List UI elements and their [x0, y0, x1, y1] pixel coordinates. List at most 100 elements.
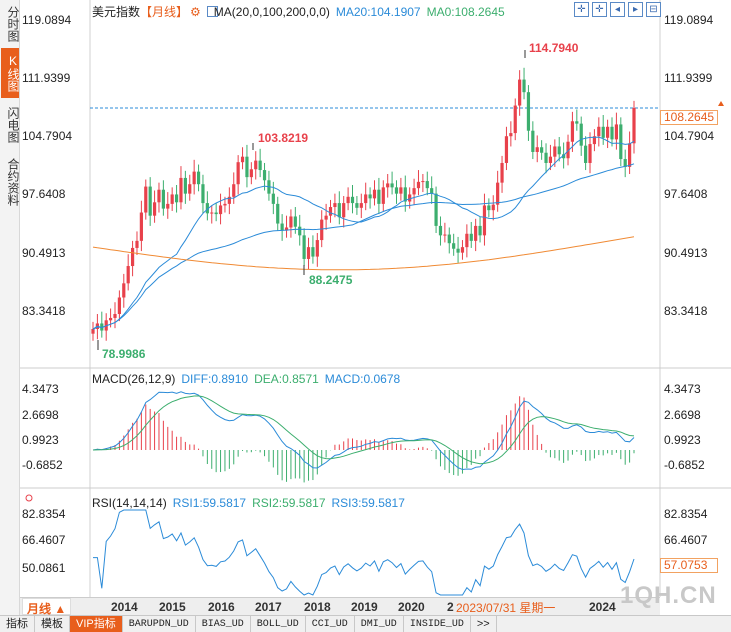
- ma-settings-icon[interactable]: [206, 6, 218, 17]
- candle-body: [152, 202, 157, 216]
- candle-body: [157, 189, 161, 203]
- candle-body: [254, 160, 258, 170]
- candle-body: [320, 219, 324, 241]
- candle-body: [570, 121, 575, 142]
- tab-timeshare[interactable]: 分时图: [6, 6, 20, 42]
- macd-value: MACD:0.0678: [324, 372, 401, 386]
- year-label: 2018: [304, 600, 331, 614]
- rsi-current-badge: 57.0753: [660, 558, 718, 573]
- zoom-in-icon[interactable]: ✛: [574, 2, 589, 17]
- watermark-logo: 1QH.CN: [620, 582, 717, 609]
- tab-inside[interactable]: INSIDE_UD: [404, 616, 471, 632]
- tab-kline[interactable]: K线图: [1, 48, 20, 98]
- candle-body: [227, 196, 231, 204]
- rsi-tick-left: 66.4607: [22, 533, 66, 547]
- candle-body: [588, 144, 592, 163]
- candle-body: [606, 126, 610, 138]
- candle-body: [205, 203, 209, 214]
- period-selector[interactable]: 月线 ▲: [22, 598, 72, 616]
- rsi-tick-left: 82.8354: [22, 507, 66, 521]
- candle-body: [592, 136, 597, 145]
- candle-body: [447, 234, 451, 244]
- candle-body: [262, 170, 267, 181]
- candle-body: [117, 297, 121, 315]
- candle-body: [408, 194, 412, 202]
- candle-body: [443, 234, 447, 236]
- tab-template[interactable]: 模板: [35, 616, 70, 632]
- candle-body: [628, 143, 632, 167]
- candle-body: [280, 223, 284, 231]
- candle-body: [223, 203, 227, 206]
- candle-body: [346, 196, 350, 204]
- candle-body: [478, 225, 482, 236]
- tab-flash[interactable]: 闪电图: [6, 106, 20, 143]
- candle-body: [531, 130, 535, 152]
- candle-body: [210, 212, 214, 214]
- tab-boll[interactable]: BOLL_UD: [251, 616, 306, 632]
- tab-bias[interactable]: BIAS_UD: [196, 616, 251, 632]
- tab-cci[interactable]: CCI_UD: [306, 616, 355, 632]
- price-tick-left: 119.0894: [22, 13, 72, 27]
- zoom-out-icon[interactable]: ✛: [592, 2, 607, 17]
- year-label: 2016: [208, 600, 235, 614]
- candle-body: [289, 216, 293, 228]
- ma200-line: [92, 236, 635, 271]
- candle-body: [135, 240, 139, 248]
- candle-body: [482, 205, 487, 236]
- candle-body: [513, 105, 517, 134]
- tab-contract-info[interactable]: 合约资料: [6, 158, 20, 206]
- candle-body: [258, 160, 262, 171]
- candle-body: [311, 247, 315, 257]
- candle-body: [403, 187, 407, 202]
- candle-body: [522, 79, 526, 93]
- tab-vip-indicator[interactable]: VIP指标: [70, 616, 123, 632]
- candle-body: [144, 186, 148, 213]
- candle-body: [504, 136, 509, 163]
- candle-body: [183, 177, 187, 194]
- macd-dea: DEA:0.8571: [254, 372, 319, 386]
- candle-body: [276, 203, 280, 224]
- pan-right-icon[interactable]: ▸: [628, 2, 643, 17]
- macd-title: MACD(26,12,9): [92, 372, 176, 386]
- settings-icon[interactable]: ⚙: [190, 5, 201, 19]
- candle-body: [302, 235, 306, 259]
- macd-legend: MACD(26,12,9) DIFF:0.8910 DEA:0.8571 MACD:0…: [92, 372, 406, 386]
- candle-body: [544, 152, 548, 163]
- chart-toolbar: ✛ ✛ ◂ ▸ ⊟: [574, 2, 661, 17]
- candle-body: [306, 247, 311, 259]
- rsi2-value: RSI2:59.5817: [252, 496, 326, 510]
- tab-barupdn[interactable]: BARUPDN_UD: [123, 616, 196, 632]
- rsi-settings-icon[interactable]: [25, 494, 33, 502]
- candle-body: [328, 207, 333, 216]
- candle-body: [170, 194, 174, 204]
- candle-body: [218, 205, 223, 215]
- reset-icon[interactable]: ⊟: [646, 2, 661, 17]
- period-tag[interactable]: 【月线】: [140, 5, 189, 19]
- price-tick-left: 83.3418: [22, 304, 66, 318]
- ma0-value: MA0:108.2645: [426, 5, 505, 19]
- candle-body: [390, 183, 394, 188]
- candle-body: [416, 181, 421, 189]
- candle-body: [438, 225, 443, 236]
- price-tick-right: 83.3418: [664, 304, 708, 318]
- candle-body: [548, 156, 553, 163]
- macd-diff-line: [92, 391, 635, 471]
- tab-indicator[interactable]: 指标: [0, 616, 35, 632]
- price-arrow-icon: [718, 101, 724, 106]
- candle-body: [188, 184, 192, 194]
- candle-body: [245, 156, 249, 178]
- tab-dmi[interactable]: DMI_UD: [355, 616, 404, 632]
- rsi-plot: [93, 509, 635, 596]
- rsi-tick-right: 82.8354: [664, 507, 708, 521]
- candle-body: [381, 187, 385, 204]
- candle-body: [126, 266, 130, 284]
- candle-body: [575, 121, 579, 124]
- candle-body: [434, 193, 438, 226]
- pan-left-icon[interactable]: ◂: [610, 2, 625, 17]
- tab-more[interactable]: >>: [471, 616, 497, 632]
- candle-body: [196, 171, 201, 185]
- candle-body: [122, 283, 126, 298]
- low-label: 88.2475: [309, 273, 353, 287]
- rsi-title: RSI(14,14,14): [92, 496, 167, 510]
